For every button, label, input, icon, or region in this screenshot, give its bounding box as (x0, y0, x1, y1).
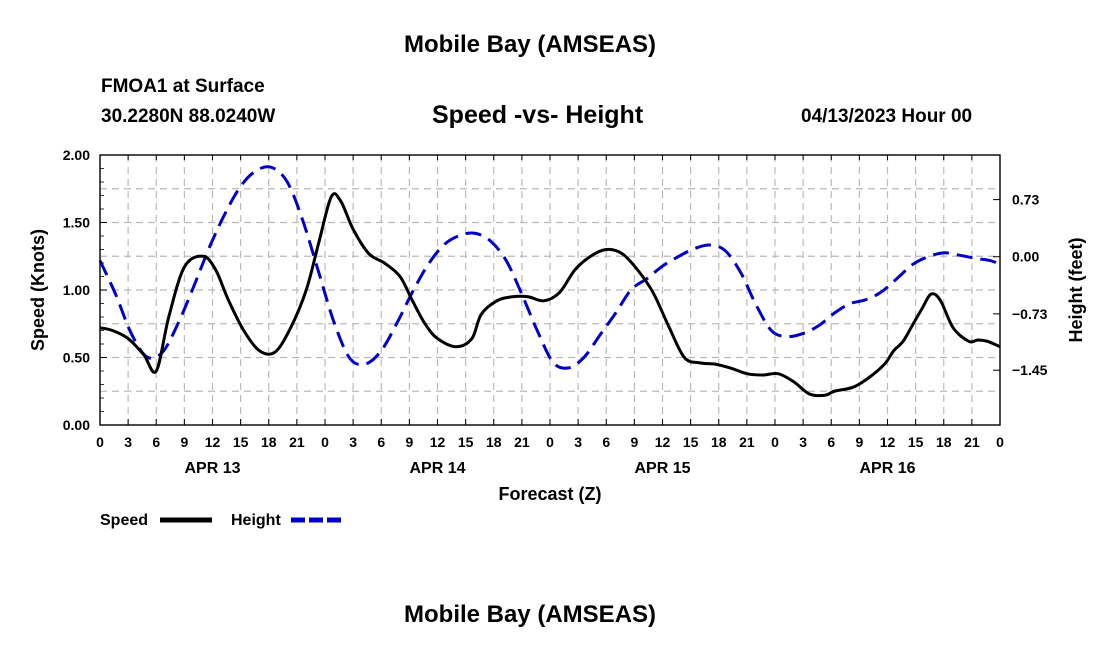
x-tick-label: 12 (655, 434, 671, 450)
footer-title: Mobile Bay (AMSEAS) (404, 601, 657, 628)
x-axis-title: Forecast (Z) (498, 484, 601, 504)
x-tick-label: 0 (321, 434, 329, 450)
x-tick-label: 9 (630, 434, 638, 450)
forecast-datetime: 04/13/2023 Hour 00 (801, 106, 973, 127)
page-title: Mobile Bay (AMSEAS) (404, 31, 657, 58)
x-tick-label: 21 (514, 434, 530, 450)
date-label: APR 15 (634, 460, 690, 477)
station-label: FMOA1 at Surface (101, 76, 265, 97)
x-tick-label: 0 (996, 434, 1004, 450)
x-tick-label: 6 (602, 434, 610, 450)
chart-labels: Forecast (Z) Speed (Knots) Height (feet)… (28, 147, 1086, 504)
x-tick-label: 15 (233, 434, 249, 450)
height-series-line (98, 165, 1001, 370)
legend-speed-label: Speed (100, 512, 148, 529)
x-tick-label: 6 (827, 434, 835, 450)
x-tick-label: 18 (486, 434, 502, 450)
x-tick-label: 21 (289, 434, 305, 450)
y-tick-label: 1.50 (63, 215, 90, 231)
station-coordinates: 30.2280N 88.0240W (101, 106, 276, 127)
x-tick-label: 12 (880, 434, 896, 450)
y2-tick-label: −0.73 (1012, 306, 1048, 322)
x-tick-label: 18 (261, 434, 277, 450)
x-tick-label: 3 (574, 434, 582, 450)
legend-height-label: Height (231, 512, 281, 529)
x-tick-label: 6 (377, 434, 385, 450)
speed-series-line (99, 192, 1001, 398)
date-label: APR 13 (184, 460, 240, 477)
y-tick-label: 0.50 (63, 350, 90, 366)
date-label: APR 14 (409, 460, 465, 477)
y2-tick-label: 0.73 (1012, 192, 1039, 208)
x-tick-label: 15 (458, 434, 474, 450)
y-axis-title: Speed (Knots) (28, 229, 48, 351)
y2-tick-label: −1.45 (1012, 362, 1048, 378)
x-tick-label: 15 (908, 434, 924, 450)
x-tick-label: 12 (430, 434, 446, 450)
x-tick-label: 9 (855, 434, 863, 450)
x-tick-label: 18 (936, 434, 952, 450)
y-tick-label: 2.00 (63, 147, 90, 163)
chart-legend: Speed Height (100, 512, 343, 529)
chart-axes (99, 154, 1001, 426)
x-tick-label: 3 (124, 434, 132, 450)
x-tick-label: 0 (546, 434, 554, 450)
x-tick-label: 6 (152, 434, 160, 450)
y-tick-label: 0.00 (63, 417, 90, 433)
x-tick-label: 12 (205, 434, 221, 450)
y-tick-label: 1.00 (63, 282, 90, 298)
x-tick-label: 9 (405, 434, 413, 450)
date-label: APR 16 (859, 460, 915, 477)
x-tick-label: 3 (799, 434, 807, 450)
x-tick-label: 21 (964, 434, 980, 450)
x-tick-label: 0 (771, 434, 779, 450)
y2-tick-label: 0.00 (1012, 249, 1039, 265)
y2-axis-title: Height (feet) (1066, 238, 1086, 343)
chart-title: Speed -vs- Height (432, 101, 644, 129)
x-tick-label: 9 (180, 434, 188, 450)
x-tick-label: 0 (96, 434, 104, 450)
x-tick-label: 21 (739, 434, 755, 450)
chart-series (98, 165, 1001, 398)
x-tick-label: 18 (711, 434, 727, 450)
x-tick-label: 15 (683, 434, 699, 450)
x-tick-label: 3 (349, 434, 357, 450)
